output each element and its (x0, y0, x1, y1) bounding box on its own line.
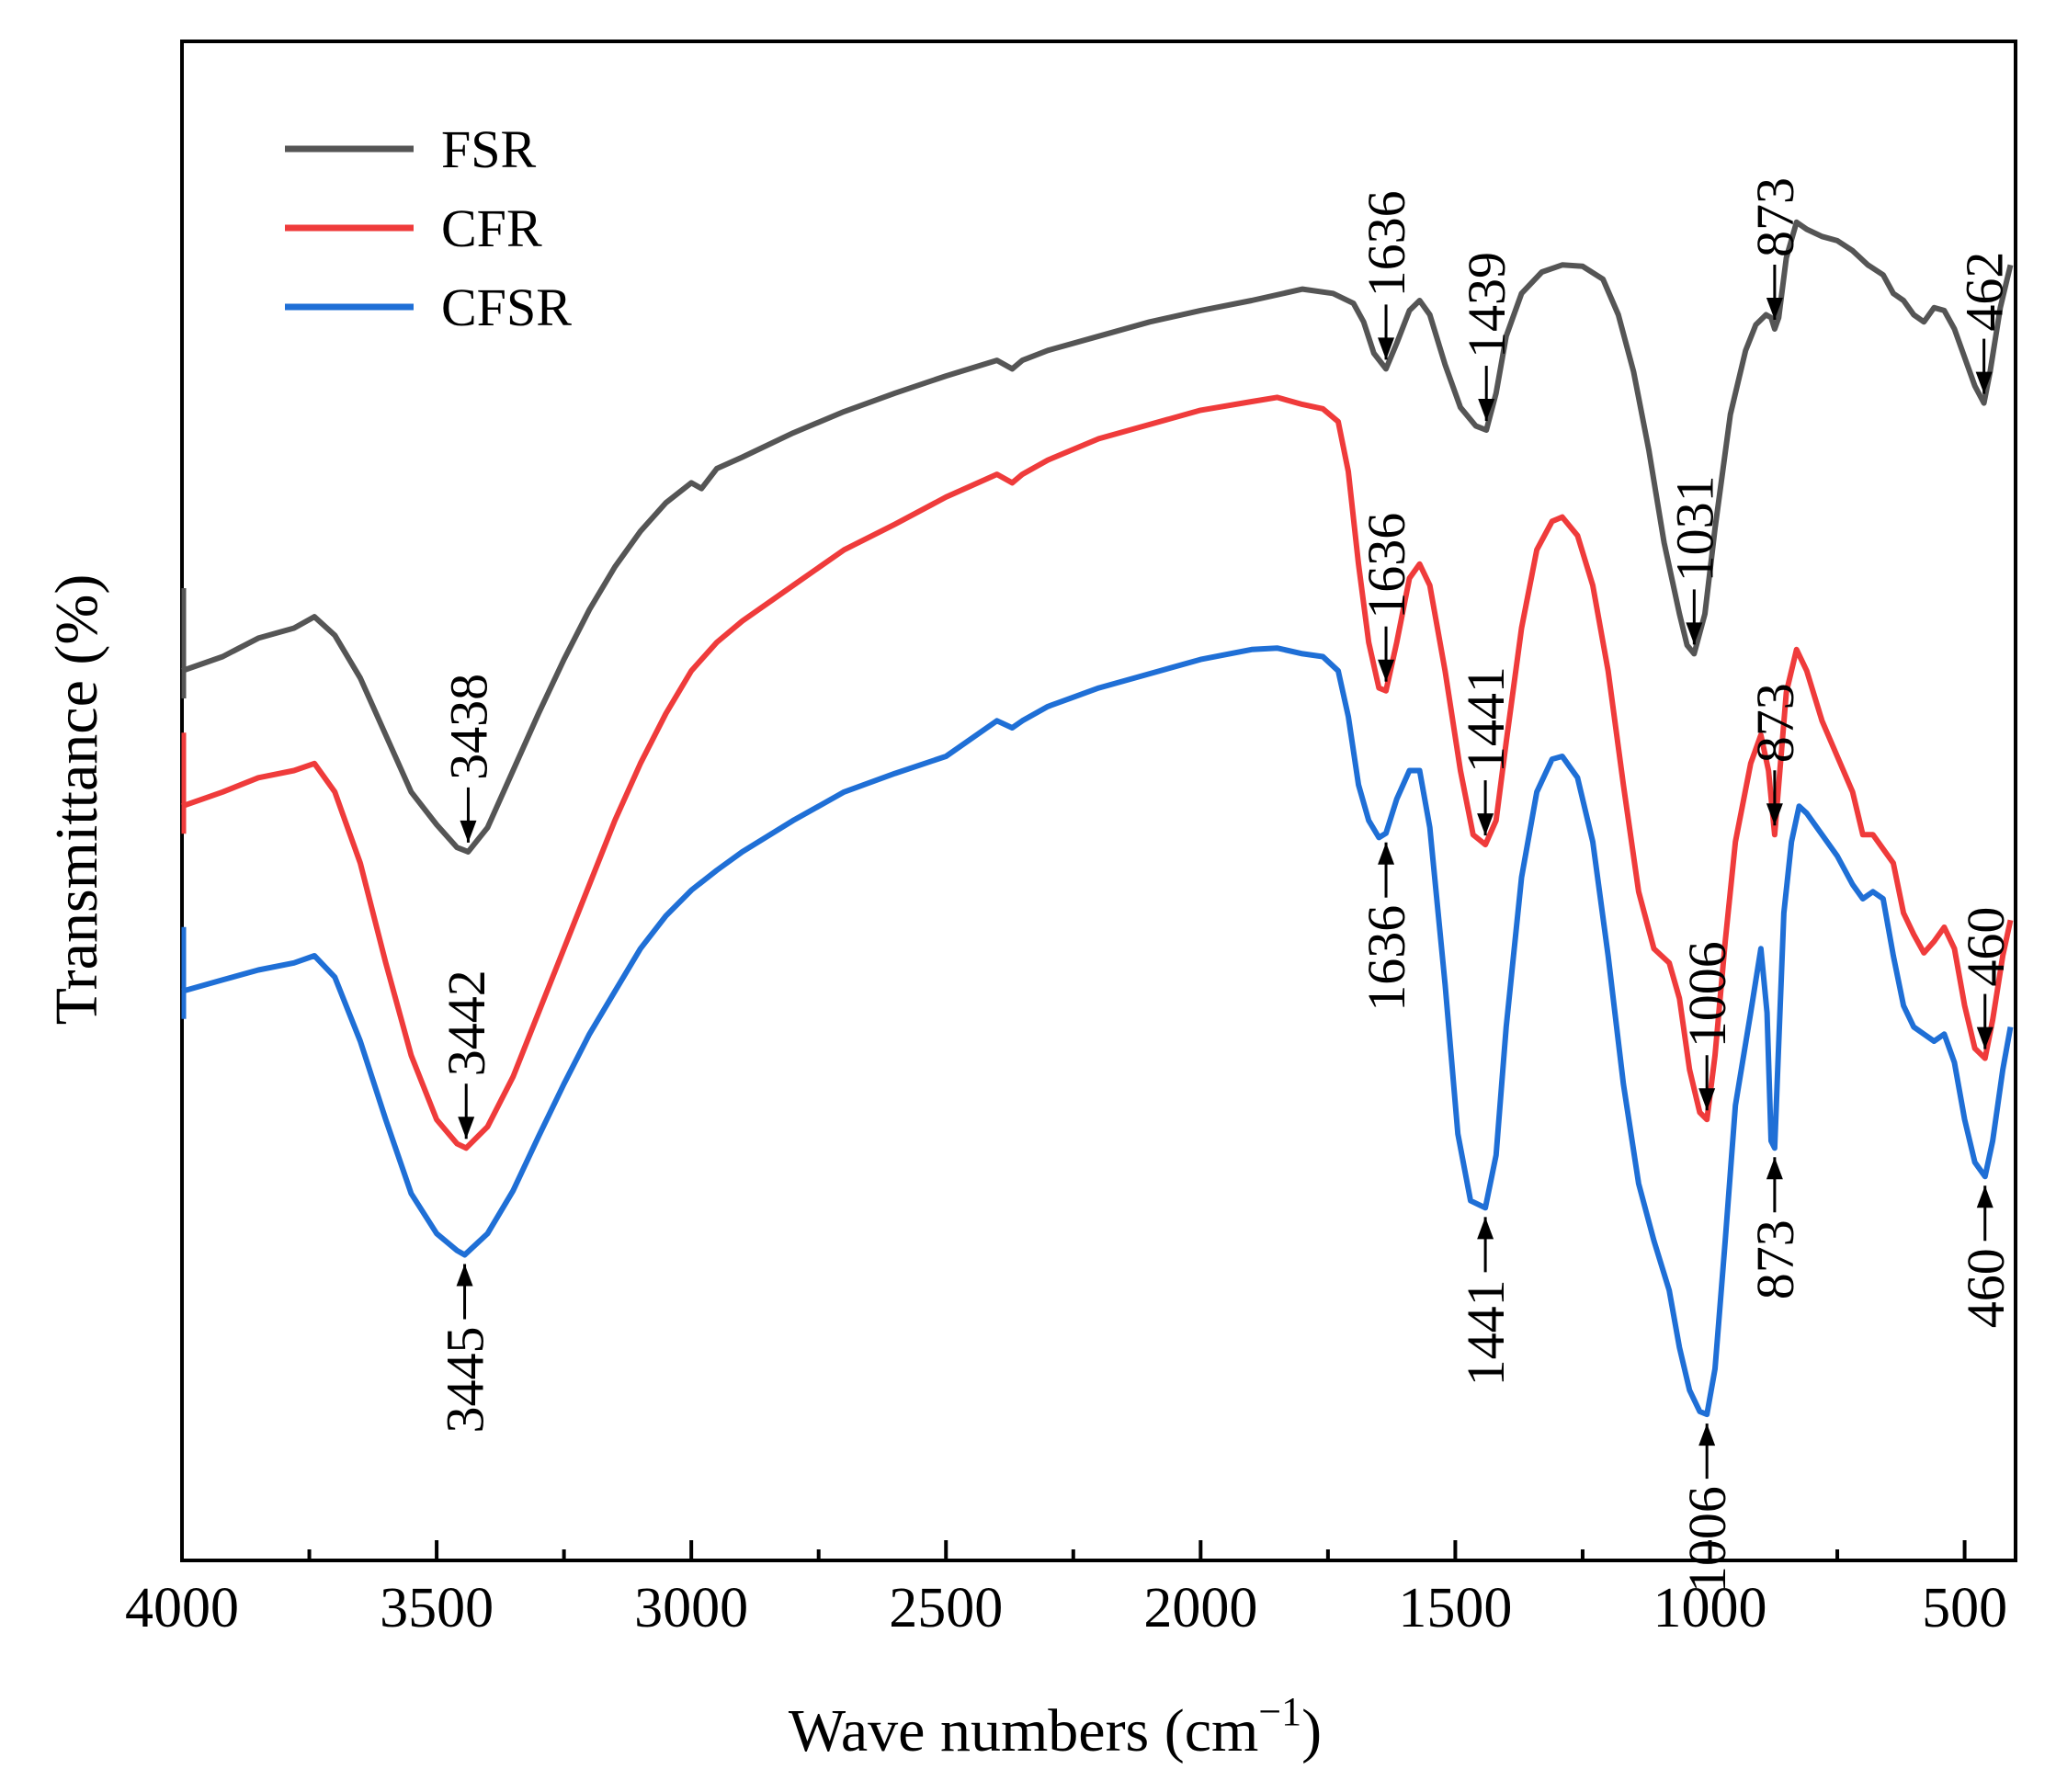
peak-arrow-head (1477, 1217, 1494, 1240)
peak-arrow-head (1378, 337, 1395, 360)
x-tick-label: 3500 (380, 1577, 494, 1639)
peak-arrow-head (1766, 803, 1783, 826)
legend-label-cfsr: CFSR (441, 278, 572, 337)
x-tick-label: 1500 (1398, 1577, 1512, 1639)
legend-label-cfr: CFR (441, 198, 542, 258)
x-tick-label: 4000 (125, 1577, 239, 1639)
peak-arrow-head (1477, 813, 1494, 836)
peak-label: 873 (1745, 1219, 1805, 1299)
peak-label: 3438 (438, 674, 498, 780)
peak-annotations: 3438 1636 1439 1031 873 462 3442 1636 1441 1006 87… (436, 177, 2016, 1593)
series-line-cfr (181, 394, 2014, 1151)
peak-arrow-head (1976, 1026, 1994, 1049)
peak-label: 462 (1955, 252, 2015, 332)
x-axis-ticks: 4000 3500 3000 2500 2000 1500 1000 500 (125, 1540, 2007, 1639)
y-axis-title: Transmittance (%) (43, 574, 110, 1026)
peak-label: 873 (1745, 683, 1805, 763)
x-axis-title: Wave numbers (cm−1) (789, 1689, 1322, 1764)
x-axis-title-end: ) (1301, 1697, 1322, 1764)
peak-label: 1006 (1677, 941, 1737, 1048)
peak-arrow-head (460, 820, 477, 843)
peak-label: 3442 (437, 970, 496, 1076)
x-tick-label: 2000 (1143, 1577, 1257, 1639)
peak-label: 873 (1745, 177, 1805, 257)
peak-label: 1031 (1664, 475, 1724, 582)
peak-arrow-head (1975, 371, 1993, 394)
peak-arrow-head (1698, 1088, 1716, 1111)
x-axis-title-text: Wave numbers (cm (789, 1697, 1259, 1764)
peak-arrow-head (1698, 1423, 1716, 1446)
peak-arrow-head (1378, 659, 1395, 682)
peak-arrow-head (458, 1117, 475, 1140)
peak-label: 1439 (1457, 252, 1516, 358)
peak-arrow-head (1478, 399, 1495, 422)
peak-arrow-head (1378, 842, 1395, 865)
series-layer (181, 219, 2014, 1418)
x-tick-label: 3000 (634, 1577, 748, 1639)
series-line-cfsr (181, 645, 2014, 1418)
peak-label: 460 (1956, 1248, 2016, 1328)
x-tick-label: 2500 (889, 1577, 1003, 1639)
x-tick-label: 1000 (1653, 1577, 1767, 1639)
peak-label: 1441 (1456, 666, 1516, 773)
legend-label-fsr: FSR (441, 119, 537, 179)
peak-arrow-head (456, 1264, 473, 1287)
peak-label: 3445 (436, 1327, 495, 1434)
peak-label: 1636 (1357, 513, 1416, 619)
peak-arrow-head (1766, 1157, 1783, 1180)
x-axis-title-exponent: −1 (1258, 1689, 1301, 1734)
series-line-fsr (181, 219, 2014, 855)
peak-label: 1441 (1456, 1279, 1516, 1386)
peak-label: 460 (1956, 907, 2016, 987)
peak-label: 1636 (1357, 905, 1416, 1012)
peak-arrow-head (1686, 622, 1703, 645)
peak-arrow-head (1766, 298, 1783, 320)
peak-arrow-head (1976, 1185, 1994, 1208)
peak-label: 1636 (1357, 190, 1416, 297)
legend: FSR CFR CFSR (285, 119, 572, 337)
x-tick-label: 500 (1922, 1577, 2007, 1639)
peak-label: 1006 (1677, 1486, 1737, 1593)
